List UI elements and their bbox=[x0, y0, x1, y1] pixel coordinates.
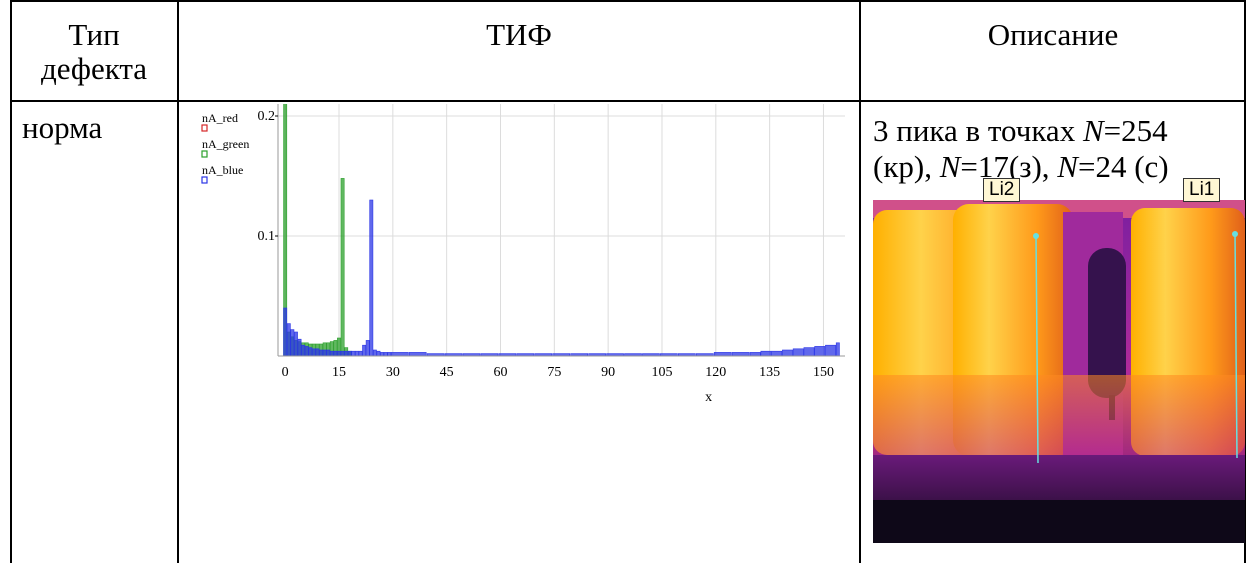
bar-nA_blue bbox=[372, 349, 377, 357]
bar-nA_blue bbox=[760, 350, 772, 357]
legend-label-nA_blue: nA_blue bbox=[202, 163, 243, 177]
thermal-image bbox=[873, 200, 1245, 543]
desc-n3: N bbox=[1057, 149, 1078, 184]
table-top-border bbox=[10, 0, 1246, 2]
bar-nA_blue bbox=[771, 350, 783, 357]
legend-swatch-nA_green bbox=[201, 150, 208, 158]
x-tick-label: 135 bbox=[759, 365, 780, 380]
bar-nA_blue bbox=[290, 329, 295, 357]
header-description: Описание bbox=[987, 17, 1119, 52]
desc-v3: =24 (с) bbox=[1077, 149, 1169, 184]
bar-nA_blue bbox=[383, 352, 388, 357]
bar-nA_blue bbox=[362, 344, 367, 357]
table-col2-divider bbox=[859, 0, 861, 563]
bar-nA_blue bbox=[286, 323, 291, 357]
legend-swatch-nA_blue bbox=[201, 176, 208, 184]
desc-n2: N bbox=[939, 149, 961, 184]
bar-nA_blue bbox=[340, 350, 345, 357]
x-tick-label: 75 bbox=[547, 365, 561, 380]
header-defect-type: Тип дефекта bbox=[40, 17, 148, 86]
bar-nA_blue bbox=[315, 348, 320, 357]
bar-nA_blue bbox=[376, 350, 381, 357]
bar-nA_blue bbox=[344, 350, 349, 357]
histogram-chart: 0 15 30 45 60 75 90 105 120 135 150 0.1 0.2 x nA_red nA… bbox=[201, 104, 845, 405]
bar-nA_blue bbox=[713, 352, 732, 357]
y-tick-label: 0.1 bbox=[258, 229, 276, 244]
table-header-divider bbox=[10, 100, 1246, 102]
bar-nA_blue bbox=[369, 199, 374, 357]
bar-nA_blue bbox=[408, 352, 427, 357]
legend-swatch-nA_red bbox=[201, 124, 208, 132]
x-tick-label: 30 bbox=[386, 365, 400, 380]
bar-nA_blue bbox=[814, 346, 826, 357]
x-tick-label: 60 bbox=[493, 365, 507, 380]
bar-nA_blue bbox=[390, 352, 409, 357]
bar-nA_blue bbox=[283, 307, 288, 357]
bar-nA_blue bbox=[387, 352, 392, 357]
bar-nA_blue bbox=[365, 340, 370, 357]
table-left-border bbox=[10, 0, 12, 563]
bar-nA_blue bbox=[358, 350, 363, 357]
bar-nA_blue bbox=[355, 350, 359, 357]
thermal-label-li1: Li1 bbox=[1183, 178, 1221, 202]
x-tick-label: 15 bbox=[332, 365, 346, 380]
bar-nA_blue bbox=[329, 350, 334, 357]
table-col1-divider bbox=[177, 0, 179, 563]
table-right-border bbox=[1244, 0, 1246, 563]
bar-nA_blue bbox=[825, 344, 836, 357]
desc-n1: N bbox=[1082, 113, 1104, 148]
y-tick-label: 0.2 bbox=[258, 109, 276, 124]
legend-label-nA_red: nA_red bbox=[202, 111, 238, 125]
bar-nA_blue bbox=[337, 350, 341, 357]
legend-label-nA_green: nA_green bbox=[202, 137, 249, 151]
bar-nA_blue bbox=[351, 350, 356, 357]
bar-nA_blue bbox=[297, 338, 302, 357]
x-tick-label: 0 bbox=[282, 365, 289, 380]
defect-type-cell: норма bbox=[22, 110, 103, 145]
bar-nA_blue bbox=[731, 352, 750, 357]
bar-nA_blue bbox=[333, 350, 338, 357]
bar-nA_blue bbox=[380, 352, 384, 357]
thermal-label-li2: Li2 bbox=[983, 178, 1021, 202]
bar-nA_blue bbox=[326, 349, 331, 357]
bar-nA_blue bbox=[304, 346, 309, 357]
x-tick-label: 45 bbox=[440, 365, 454, 380]
bar-nA_green bbox=[340, 178, 345, 357]
bar-nA_blue bbox=[322, 349, 327, 357]
bar-nA_blue bbox=[301, 344, 306, 357]
header-tif: ТИФ bbox=[486, 17, 552, 52]
desc-prefix: 3 пика в точках bbox=[873, 113, 1083, 148]
bar-nA_blue bbox=[294, 331, 298, 357]
bar-nA_blue bbox=[311, 348, 316, 357]
bar-nA_blue bbox=[803, 347, 815, 357]
description-cell: 3 пика в точках N=254 (кр), N=17(з), N=2… bbox=[873, 113, 1248, 185]
bar-nA_blue bbox=[308, 347, 313, 357]
bar-nA_blue bbox=[319, 349, 323, 357]
desc-v1: =254 bbox=[1103, 113, 1168, 148]
bar-nA_blue bbox=[782, 349, 793, 357]
bar-nA_blue bbox=[792, 348, 804, 357]
bar-nA_blue bbox=[347, 350, 352, 357]
bar-nA_blue bbox=[835, 342, 840, 357]
x-tick-label: 90 bbox=[601, 365, 615, 380]
desc-line2: (кр), bbox=[873, 149, 940, 184]
x-tick-label: 105 bbox=[651, 365, 672, 380]
x-axis-label: x bbox=[705, 390, 712, 405]
x-tick-label: 150 bbox=[813, 365, 834, 380]
x-tick-label: 120 bbox=[705, 365, 726, 380]
bar-nA_blue bbox=[749, 352, 761, 357]
